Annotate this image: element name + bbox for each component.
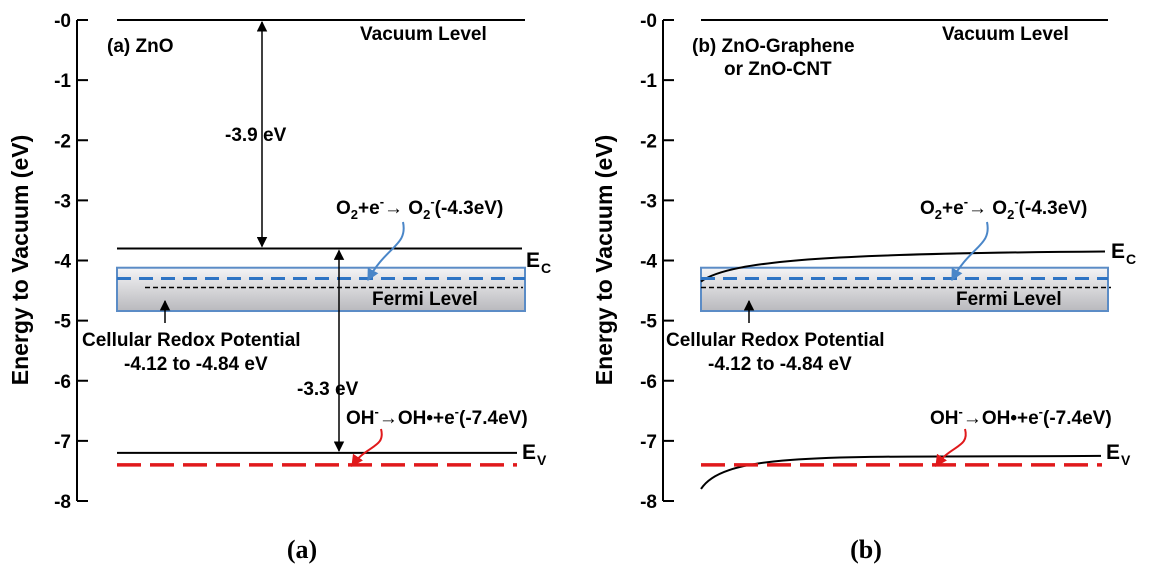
redox-label-line2-a: -4.12 to -4.84 eV: [124, 354, 268, 375]
oh-curved-arrow-a: [351, 428, 383, 467]
fermi-level-label-b: Fermi Level: [956, 289, 1062, 310]
svg-text:V: V: [537, 452, 547, 468]
redox-label-line2-b: -4.12 to -4.84 eV: [708, 354, 852, 375]
conduction-band-curve-b: [700, 250, 1106, 283]
vacuum-level-label-a: Vacuum Level: [360, 24, 487, 45]
y-tick-label: -0: [54, 11, 71, 32]
y-tick-label: -0: [640, 11, 657, 32]
oh-curved-arrow-b: [935, 428, 967, 467]
y-tick-label: -7: [54, 432, 71, 453]
y-tick-label: -6: [54, 372, 71, 393]
y-tick-label: -3: [54, 191, 71, 212]
y-tick-label: -1: [54, 71, 71, 92]
panel-caption-a: (a): [287, 535, 317, 564]
y-tick-label: -2: [640, 131, 657, 152]
svg-text:V: V: [1121, 452, 1131, 468]
valence-band-curve-b: [700, 454, 1102, 490]
o2-curved-arrow-b: [951, 221, 989, 282]
oh-reaction-label-a: OH-→OH•+e-(-7.4eV): [346, 404, 528, 429]
vacuum-level-label-b: Vacuum Level: [942, 24, 1069, 45]
y-tick-label: -3: [640, 191, 657, 212]
oh-reaction-label-b: OH-→OH•+e-(-7.4eV): [930, 404, 1112, 429]
ticks-b: -0 -1 -2 -3 -4 -5 -6 -7 -8: [640, 11, 674, 513]
redox-box-a: [116, 266, 526, 313]
redox-label-line1-b: Cellular Redox Potential: [666, 330, 885, 351]
o2-reaction-label-b: O2+e-→ O2-(-4.3eV): [920, 194, 1087, 222]
y-tick-label: -4: [54, 252, 71, 273]
y-tick-label: -8: [640, 492, 657, 513]
y-axis-label-b: Energy to Vacuum (eV): [591, 135, 617, 386]
panel-title-b-line2: or ZnO-CNT: [724, 59, 832, 80]
y-axis-label-a: Energy to Vacuum (eV): [7, 135, 33, 386]
svg-text:C: C: [541, 260, 551, 276]
panel-caption-b: (b): [850, 535, 882, 564]
y-tick-label: -2: [54, 131, 71, 152]
panel-b: -0 -1 -2 -3 -4 -5 -6 -7 -8 Energy to Vacuum (eV)…: [591, 11, 1136, 564]
y-tick-label: -5: [54, 312, 71, 333]
svg-text:E: E: [1106, 441, 1120, 464]
panel-title-a: (a) ZnO: [107, 36, 174, 57]
ec-label-b: E C: [1111, 240, 1136, 267]
ev-label-a: E V: [522, 441, 547, 468]
svg-text:E: E: [526, 249, 540, 272]
y-tick-label: -1: [640, 71, 657, 92]
y-tick-label: -8: [54, 492, 71, 513]
y-tick-label: -4: [640, 252, 657, 273]
ev-label-b: E V: [1106, 441, 1131, 468]
o2-reaction-label-a: O2+e-→ O2-(-4.3eV): [336, 194, 503, 222]
y-tick-label: -7: [640, 432, 657, 453]
fermi-level-label-a: Fermi Level: [372, 289, 478, 310]
y-tick-label: -6: [640, 372, 657, 393]
svg-text:E: E: [522, 441, 536, 464]
panel-title-b-line1: (b) ZnO-Graphene: [692, 36, 855, 57]
panel-a: -0 -1 -2 -3 -4 -5 -6 -7 -8 Energy to Vacuum (eV)…: [7, 11, 551, 564]
svg-text:E: E: [1111, 240, 1125, 263]
redox-label-line1-a: Cellular Redox Potential: [82, 330, 301, 351]
svg-text:C: C: [1126, 251, 1136, 267]
ticks-a: -0 -1 -2 -3 -4 -5 -6 -7 -8: [54, 11, 88, 513]
redox-box-b: [700, 266, 1109, 313]
ec-label-a: E C: [526, 249, 551, 276]
vacuum-gap-label-a: -3.9 eV: [225, 125, 287, 146]
o2-curved-arrow-a: [367, 221, 405, 282]
y-tick-label: -5: [640, 312, 657, 333]
band-gap-label-a: -3.3 eV: [297, 379, 359, 400]
